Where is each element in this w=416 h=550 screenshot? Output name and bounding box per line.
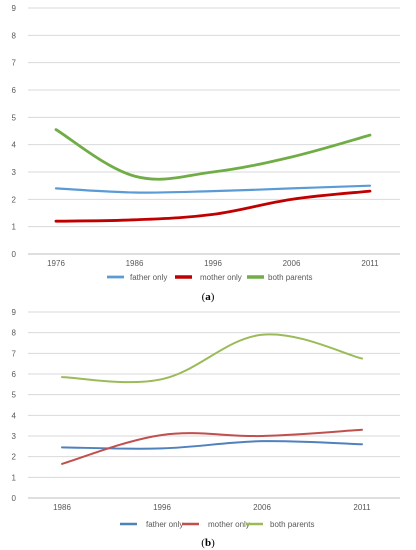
legend-label-both-parents: both parents xyxy=(268,273,312,282)
y-tick-label: 8 xyxy=(12,329,17,338)
y-tick-label: 3 xyxy=(12,168,17,177)
y-tick-label: 2 xyxy=(12,195,17,204)
y-tick-label: 7 xyxy=(12,349,17,358)
y-tick-label: 6 xyxy=(12,86,17,95)
y-tick-label: 9 xyxy=(12,4,17,13)
panel-label: a xyxy=(205,291,211,303)
x-tick-label: 1996 xyxy=(153,503,171,512)
panel-caption: (b) xyxy=(201,537,215,549)
x-tick-label: 1986 xyxy=(126,259,144,268)
y-tick-label: 9 xyxy=(12,308,17,317)
x-tick-label: 2006 xyxy=(283,259,301,268)
x-tick-label: 1986 xyxy=(53,503,71,512)
y-tick-label: 7 xyxy=(12,59,17,68)
panel-caption: (a) xyxy=(202,291,215,303)
series-line-father-only xyxy=(61,440,363,450)
legend-label-father-only: father only xyxy=(146,520,183,529)
series-line-father-only xyxy=(54,184,372,194)
y-tick-label: 3 xyxy=(12,432,17,441)
series-line-both-parents xyxy=(54,128,372,181)
y-tick-label: 5 xyxy=(12,391,17,400)
y-tick-label: 8 xyxy=(12,31,17,40)
x-tick-label: 1996 xyxy=(204,259,222,268)
panel-label: b xyxy=(205,537,211,549)
y-tick-label: 2 xyxy=(12,453,17,462)
caption-paren: ( xyxy=(202,291,206,303)
series-line-mother-only xyxy=(54,189,372,223)
chart-panel-a: 0 1 2 3 4 5 6 7 8 9 1976 1986 1996 2006 2011 father onl… xyxy=(12,4,400,303)
legend-label-father-only: father only xyxy=(130,273,167,282)
chart-panel-b: 0 1 2 3 4 5 6 7 8 9 1986 1996 2006 2011 father only mot… xyxy=(12,308,400,549)
x-tick-label: 2006 xyxy=(253,503,271,512)
y-tick-label: 6 xyxy=(12,370,17,379)
x-tick-label: 1976 xyxy=(47,259,65,268)
y-tick-label: 4 xyxy=(12,411,17,420)
y-tick-label: 4 xyxy=(12,141,17,150)
y-tick-label: 1 xyxy=(12,473,17,482)
series-line-mother-only xyxy=(61,428,363,465)
legend-label-mother-only: mother only xyxy=(208,520,250,529)
caption-paren: ) xyxy=(211,291,215,303)
x-tick-label: 2011 xyxy=(361,259,379,268)
y-tick-label: 0 xyxy=(12,250,17,259)
x-tick-label: 2011 xyxy=(353,503,371,512)
y-tick-label: 1 xyxy=(12,223,17,232)
series-line-both-parents xyxy=(61,333,363,384)
caption-paren: ) xyxy=(211,537,215,549)
y-tick-label: 0 xyxy=(12,494,17,503)
legend-label-both-parents: both parents xyxy=(270,520,314,529)
y-tick-label: 5 xyxy=(12,113,17,122)
caption-paren: ( xyxy=(201,537,205,549)
legend-label-mother-only: mother only xyxy=(200,273,242,282)
